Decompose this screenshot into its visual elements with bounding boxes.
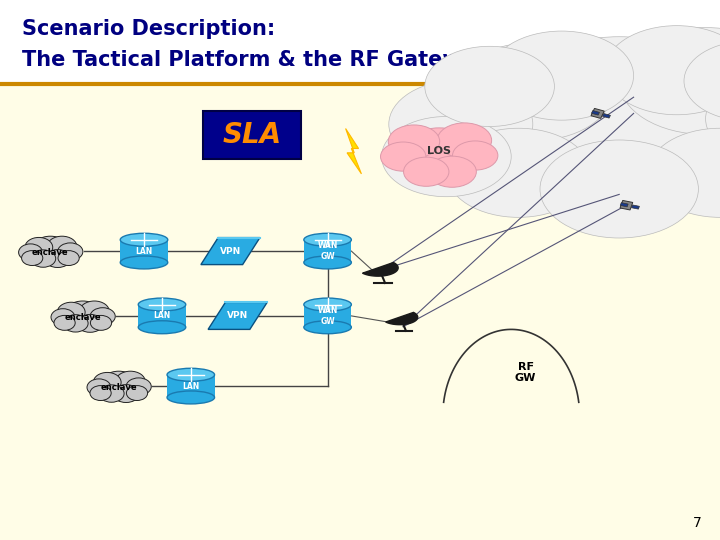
Ellipse shape <box>127 386 148 401</box>
Ellipse shape <box>120 256 168 269</box>
Text: WAN
GW: WAN GW <box>318 241 338 261</box>
Ellipse shape <box>63 315 88 332</box>
Text: The Tactical Platform & the RF Gateway: The Tactical Platform & the RF Gateway <box>22 50 488 70</box>
Ellipse shape <box>22 251 42 266</box>
FancyBboxPatch shape <box>120 240 168 262</box>
Text: LAN: LAN <box>153 312 171 320</box>
Ellipse shape <box>425 46 554 126</box>
Ellipse shape <box>304 298 351 311</box>
Ellipse shape <box>446 128 590 217</box>
Ellipse shape <box>54 315 75 330</box>
FancyBboxPatch shape <box>631 205 639 209</box>
Polygon shape <box>208 302 267 329</box>
Ellipse shape <box>19 244 42 261</box>
Ellipse shape <box>45 249 71 267</box>
Ellipse shape <box>504 37 720 179</box>
Ellipse shape <box>648 128 720 217</box>
Ellipse shape <box>51 309 75 326</box>
Ellipse shape <box>77 314 104 332</box>
FancyBboxPatch shape <box>620 202 628 207</box>
Ellipse shape <box>167 368 215 381</box>
Text: SLA: SLA <box>222 121 282 149</box>
Ellipse shape <box>380 142 426 171</box>
FancyBboxPatch shape <box>603 113 611 118</box>
Ellipse shape <box>706 74 720 163</box>
Text: 7: 7 <box>693 516 702 530</box>
Text: LAN: LAN <box>182 382 199 390</box>
Ellipse shape <box>138 298 186 311</box>
Ellipse shape <box>454 43 612 141</box>
Ellipse shape <box>403 128 475 174</box>
Ellipse shape <box>304 233 351 246</box>
Ellipse shape <box>684 41 720 121</box>
Ellipse shape <box>90 386 111 401</box>
Ellipse shape <box>490 31 634 120</box>
Ellipse shape <box>79 301 109 322</box>
Text: LOS: LOS <box>427 146 451 156</box>
Ellipse shape <box>58 243 83 260</box>
Ellipse shape <box>30 250 55 267</box>
FancyBboxPatch shape <box>203 111 301 159</box>
FancyBboxPatch shape <box>138 305 186 327</box>
Text: WAN
GW: WAN GW <box>318 306 338 326</box>
Ellipse shape <box>382 117 511 197</box>
Text: RF
GW: RF GW <box>515 362 536 383</box>
Ellipse shape <box>115 371 145 392</box>
Text: VPN: VPN <box>227 312 248 320</box>
Ellipse shape <box>99 385 124 402</box>
Polygon shape <box>363 262 398 276</box>
Ellipse shape <box>605 25 720 115</box>
Text: VPN: VPN <box>220 247 241 255</box>
Ellipse shape <box>65 301 101 326</box>
Text: enclave: enclave <box>101 383 137 392</box>
Ellipse shape <box>47 236 77 257</box>
Ellipse shape <box>619 28 720 134</box>
Ellipse shape <box>87 379 111 396</box>
Ellipse shape <box>403 157 449 186</box>
Polygon shape <box>386 312 418 325</box>
FancyBboxPatch shape <box>591 109 604 118</box>
Ellipse shape <box>304 256 351 269</box>
Ellipse shape <box>167 391 215 404</box>
Ellipse shape <box>58 302 85 322</box>
Ellipse shape <box>101 371 137 396</box>
Ellipse shape <box>126 378 151 395</box>
FancyBboxPatch shape <box>591 111 600 115</box>
Text: enclave: enclave <box>65 313 101 322</box>
Ellipse shape <box>304 321 351 334</box>
Ellipse shape <box>113 384 140 402</box>
Text: LAN: LAN <box>135 247 153 255</box>
Ellipse shape <box>91 315 112 330</box>
Polygon shape <box>201 238 260 265</box>
Ellipse shape <box>32 236 68 261</box>
Ellipse shape <box>58 251 79 266</box>
FancyBboxPatch shape <box>0 0 720 84</box>
FancyBboxPatch shape <box>620 200 633 210</box>
Ellipse shape <box>90 308 115 325</box>
Ellipse shape <box>428 156 477 187</box>
FancyBboxPatch shape <box>167 375 215 397</box>
Ellipse shape <box>94 373 121 392</box>
Ellipse shape <box>25 238 53 257</box>
Ellipse shape <box>120 233 168 246</box>
Ellipse shape <box>437 123 492 158</box>
FancyBboxPatch shape <box>304 305 351 327</box>
FancyBboxPatch shape <box>304 240 351 262</box>
Ellipse shape <box>388 125 440 158</box>
Text: Scenario Description:: Scenario Description: <box>22 19 275 39</box>
Polygon shape <box>346 129 361 174</box>
Ellipse shape <box>540 140 698 238</box>
Ellipse shape <box>453 141 498 170</box>
Text: enclave: enclave <box>32 248 68 257</box>
Ellipse shape <box>138 321 186 334</box>
Ellipse shape <box>389 79 533 168</box>
